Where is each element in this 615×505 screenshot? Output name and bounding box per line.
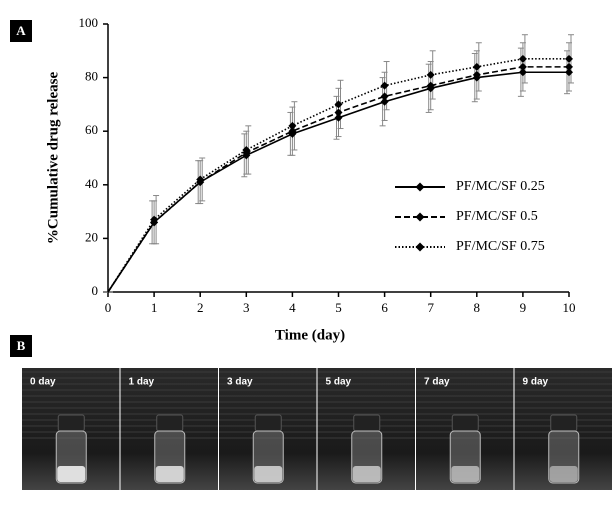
photo: 5 day [317, 368, 415, 490]
x-tick-label: 5 [335, 300, 342, 315]
vial-content [57, 466, 86, 482]
data-point [380, 97, 389, 106]
data-point [334, 113, 343, 122]
data-point [518, 62, 527, 71]
photo: 7 day [416, 368, 514, 490]
y-tick-label: 0 [92, 283, 99, 298]
photo: 9 day [514, 368, 612, 490]
y-tick-label: 80 [85, 69, 98, 84]
data-point [150, 215, 159, 224]
data-point [426, 70, 435, 79]
vial-cap [57, 414, 85, 432]
y-axis-label: %Cumulative drug release [45, 72, 61, 245]
data-point [242, 145, 251, 154]
x-tick-label: 8 [474, 300, 481, 315]
y-tick-label: 60 [85, 122, 98, 137]
data-point [565, 54, 573, 63]
data-point [288, 121, 297, 130]
vial-content [451, 466, 480, 482]
vial-cap [254, 414, 282, 432]
x-tick-label: 0 [105, 300, 112, 315]
y-tick-label: 100 [79, 15, 99, 30]
data-point [380, 81, 389, 90]
data-point [380, 92, 389, 101]
data-point [334, 100, 343, 109]
x-tick-label: 1 [151, 300, 158, 315]
photo-label: 7 day [424, 377, 450, 388]
data-point [334, 108, 343, 117]
x-tick-label: 10 [563, 300, 576, 315]
legend-label: PF/MC/SF 0.25 [456, 179, 545, 194]
x-tick-label: 3 [243, 300, 250, 315]
x-tick-label: 9 [520, 300, 527, 315]
x-axis-label: Time (day) [275, 327, 345, 343]
photo-label: 9 day [523, 377, 549, 388]
photo: 0 day [22, 368, 120, 490]
x-tick-label: 7 [427, 300, 434, 315]
legend-marker [415, 212, 425, 222]
panel-label: A [16, 23, 26, 38]
data-point [288, 127, 297, 136]
data-point [565, 62, 573, 71]
vial-cap [156, 414, 184, 432]
data-point [565, 68, 573, 77]
vial-cap [451, 414, 479, 432]
y-tick-label: 40 [85, 176, 98, 191]
photo: 1 day [120, 368, 218, 490]
x-tick-label: 4 [289, 300, 296, 315]
data-point [472, 70, 481, 79]
panel-box [10, 20, 32, 42]
data-point [518, 68, 527, 77]
vial-content [155, 466, 184, 482]
legend-marker [415, 242, 425, 252]
data-point [518, 54, 527, 63]
panel-label: B [17, 338, 26, 353]
data-point [426, 81, 435, 90]
vial-cap [550, 414, 578, 432]
vial-content [254, 466, 283, 482]
photo: 3 day [219, 368, 317, 490]
photo-label: 3 day [227, 377, 253, 388]
vial-content [352, 466, 381, 482]
legend-label: PF/MC/SF 0.75 [456, 239, 545, 254]
y-tick-label: 20 [85, 229, 98, 244]
photo-label: 1 day [129, 377, 155, 388]
panel-box [10, 335, 32, 357]
data-point [196, 175, 205, 184]
vial-content [549, 466, 578, 482]
legend-label: PF/MC/SF 0.5 [456, 209, 538, 224]
data-point [472, 62, 481, 71]
x-tick-label: 2 [197, 300, 204, 315]
photo-label: 5 day [326, 377, 352, 388]
vial-cap [353, 414, 381, 432]
legend-marker [415, 182, 425, 192]
photo-label: 0 day [30, 377, 56, 388]
x-tick-label: 6 [381, 300, 388, 315]
